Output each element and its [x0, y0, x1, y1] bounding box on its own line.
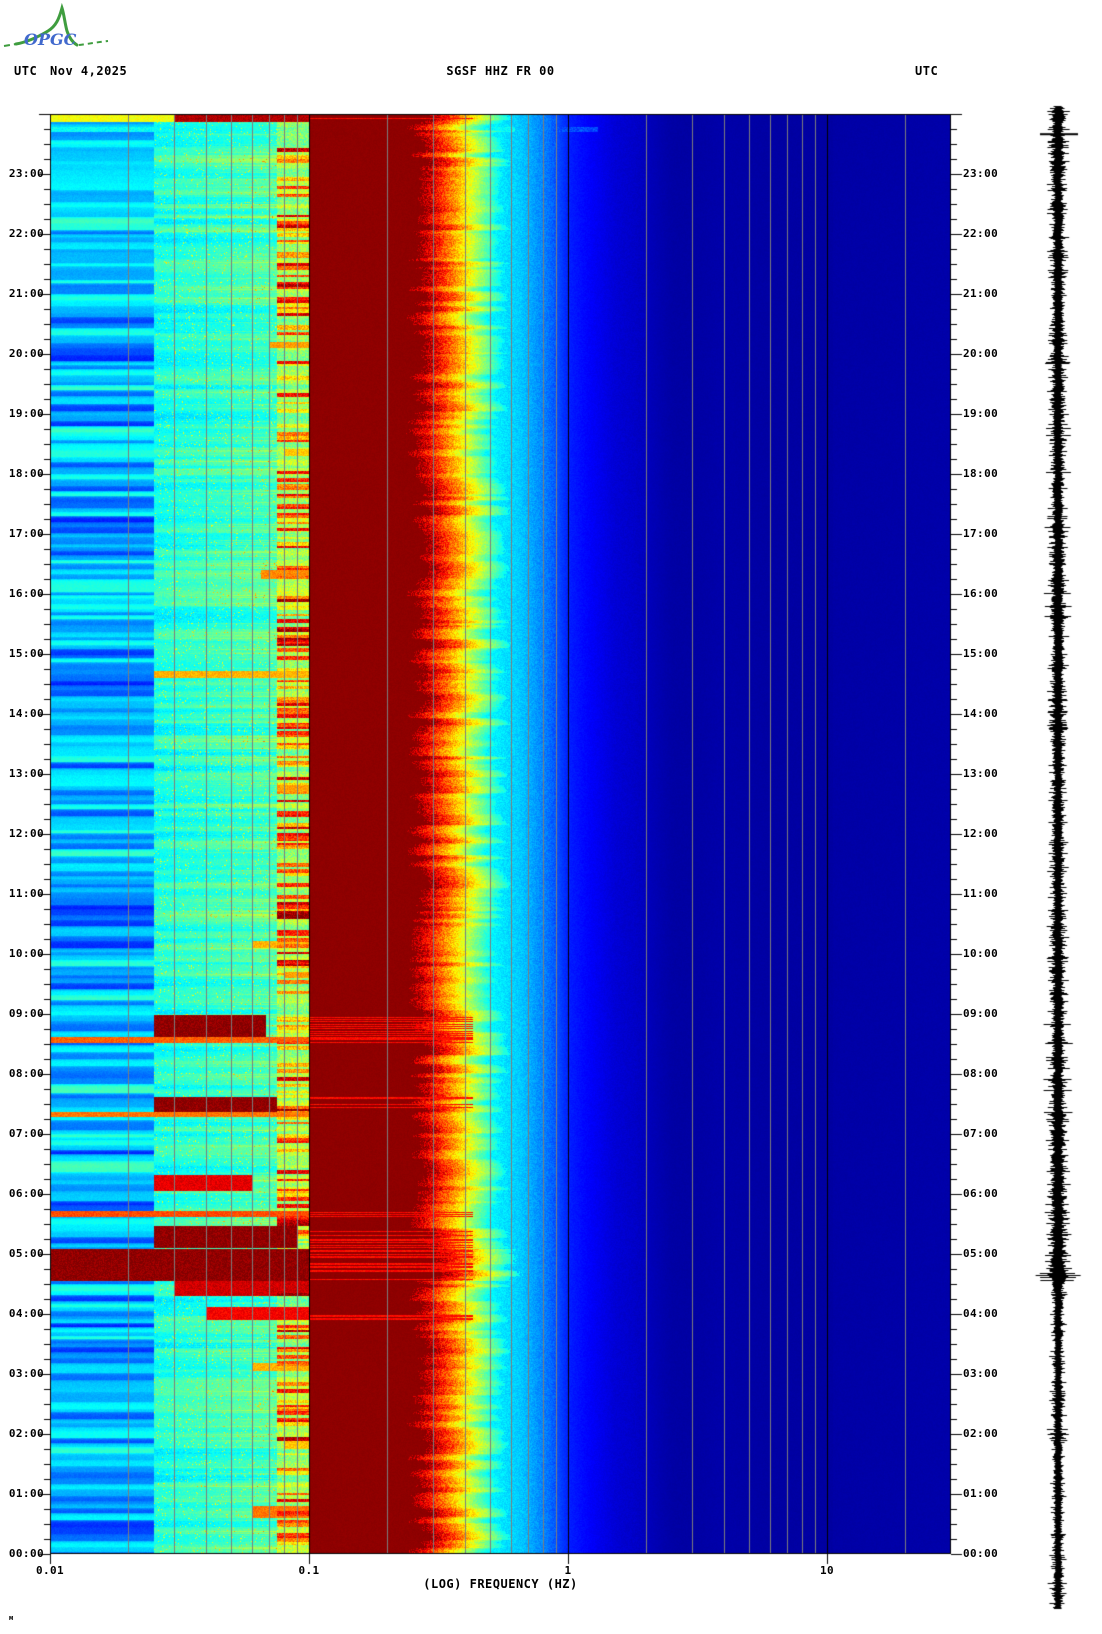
time-label-left: 14:00: [8, 707, 44, 720]
time-label-left: 15:00: [8, 647, 44, 660]
time-label-right: 05:00: [963, 1247, 999, 1260]
header-utc-right: UTC: [915, 64, 939, 78]
time-label-left: 05:00: [8, 1247, 44, 1260]
header-utc-left: UTC: [14, 64, 38, 78]
time-label-right: 23:00: [963, 167, 999, 180]
freq-tick-label: 0.1: [298, 1564, 320, 1577]
time-label-left: 02:00: [8, 1427, 44, 1440]
time-label-left: 01:00: [8, 1487, 44, 1500]
time-label-left: 17:00: [8, 527, 44, 540]
time-label-left: 07:00: [8, 1127, 44, 1140]
time-label-left: 06:00: [8, 1187, 44, 1200]
time-label-right: 07:00: [963, 1127, 999, 1140]
time-label-right: 22:00: [963, 227, 999, 240]
time-label-right: 06:00: [963, 1187, 999, 1200]
time-label-right: 18:00: [963, 467, 999, 480]
time-label-right: 00:00: [963, 1547, 999, 1560]
time-label-right: 16:00: [963, 587, 999, 600]
time-label-left: 20:00: [8, 347, 44, 360]
freq-tick-label: 1: [564, 1564, 572, 1577]
time-label-left: 21:00: [8, 287, 44, 300]
time-label-right: 04:00: [963, 1307, 999, 1320]
frequency-axis-title: (LOG) FREQUENCY (HZ): [423, 1577, 578, 1591]
corner-mark: м: [9, 1614, 14, 1622]
header-date: Nov 4,2025: [50, 64, 128, 78]
time-label-left: 00:00: [8, 1547, 44, 1560]
time-label-right: 21:00: [963, 287, 999, 300]
time-label-left: 13:00: [8, 767, 44, 780]
time-label-right: 09:00: [963, 1007, 999, 1020]
time-label-right: 14:00: [963, 707, 999, 720]
time-label-right: 20:00: [963, 347, 999, 360]
time-label-right: 01:00: [963, 1487, 999, 1500]
time-label-left: 19:00: [8, 407, 44, 420]
time-label-left: 04:00: [8, 1307, 44, 1320]
time-label-right: 08:00: [963, 1067, 999, 1080]
time-label-left: 18:00: [8, 467, 44, 480]
time-label-left: 10:00: [8, 947, 44, 960]
time-label-right: 03:00: [963, 1367, 999, 1380]
time-label-right: 02:00: [963, 1427, 999, 1440]
freq-tick-label: 0.01: [35, 1564, 65, 1577]
time-label-left: 09:00: [8, 1007, 44, 1020]
freq-tick-label: 10: [819, 1564, 835, 1577]
time-label-left: 23:00: [8, 167, 44, 180]
time-label-right: 19:00: [963, 407, 999, 420]
time-label-left: 08:00: [8, 1067, 44, 1080]
time-label-left: 12:00: [8, 827, 44, 840]
time-label-right: 10:00: [963, 947, 999, 960]
time-label-right: 11:00: [963, 887, 999, 900]
time-label-right: 13:00: [963, 767, 999, 780]
time-label-left: 16:00: [8, 587, 44, 600]
time-label-left: 11:00: [8, 887, 44, 900]
time-label-right: 15:00: [963, 647, 999, 660]
time-label-right: 17:00: [963, 527, 999, 540]
time-label-left: 22:00: [8, 227, 44, 240]
time-label-left: 03:00: [8, 1367, 44, 1380]
station-title: SGSF HHZ FR 00: [446, 64, 555, 78]
time-label-right: 12:00: [963, 827, 999, 840]
